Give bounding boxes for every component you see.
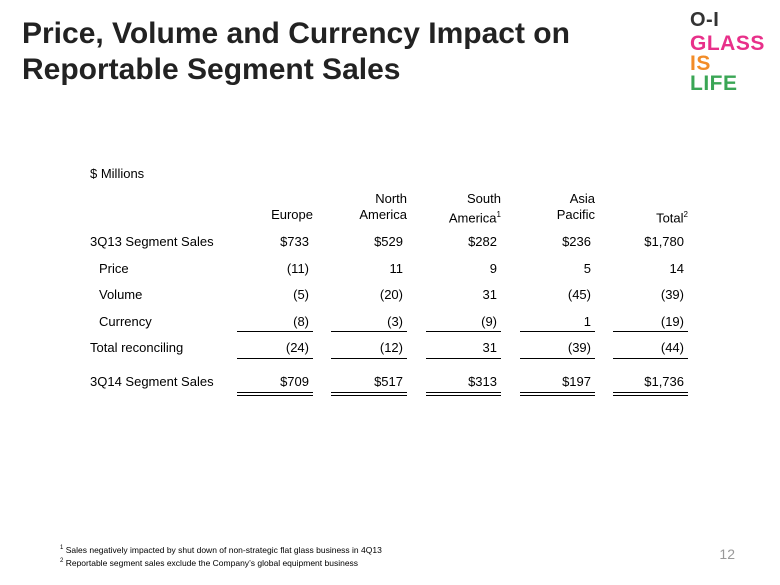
rule <box>237 392 313 393</box>
row-label: Currency <box>99 314 152 329</box>
rule <box>237 358 313 359</box>
cell: $517 <box>374 374 403 389</box>
rule <box>331 392 407 393</box>
cell: $1,780 <box>644 234 684 249</box>
rule <box>520 392 595 393</box>
column-header-text: Pacific <box>556 207 595 222</box>
cell: $282 <box>468 234 497 249</box>
column-header: America <box>359 207 407 223</box>
row-label: 3Q14 Segment Sales <box>90 374 214 389</box>
column-header: Europe <box>271 207 313 223</box>
rule <box>613 392 688 393</box>
column-header: Asia <box>570 191 595 207</box>
column-header: North <box>375 191 407 207</box>
cell: (24) <box>285 340 309 355</box>
cell: 14 <box>669 261 684 276</box>
rule <box>426 392 501 393</box>
cell: (20) <box>379 287 403 302</box>
footnote-mark: 2 <box>683 210 688 219</box>
cell: $313 <box>468 374 497 389</box>
footnote: 2 Reportable segment sales exclude the C… <box>60 558 358 568</box>
footnote-mark: 2 <box>60 558 64 565</box>
rule <box>613 331 688 332</box>
rule <box>331 395 407 396</box>
cell: (5) <box>293 287 309 302</box>
column-header: Pacific <box>557 207 595 223</box>
cell: (39) <box>660 287 684 302</box>
cell: 9 <box>489 261 497 276</box>
row-label: Total reconciling <box>90 340 184 355</box>
rule <box>613 358 688 359</box>
title: Price, Volume and Currency Impact on Repo… <box>22 16 570 88</box>
row-label: Price <box>99 261 129 276</box>
cell: 11 <box>389 261 404 276</box>
column-header: Total2 <box>656 207 688 226</box>
rule <box>237 395 313 396</box>
title-line: Price, Volume and Currency Impact on <box>22 17 570 50</box>
cell: (19) <box>660 314 684 329</box>
cell: (39) <box>567 340 591 355</box>
column-header-text: South <box>467 191 501 206</box>
row-label: 3Q13 Segment Sales <box>90 234 214 249</box>
column-header: America1 <box>449 207 501 226</box>
rule <box>520 358 595 359</box>
rule <box>520 331 595 332</box>
page-number: 12 <box>719 546 735 562</box>
cell: (3) <box>387 314 403 329</box>
logo-brand: O-I <box>690 9 720 31</box>
cell: $709 <box>280 374 309 389</box>
title-line: Reportable Segment Sales <box>22 53 401 86</box>
column-header-text: Total <box>656 210 684 226</box>
cell: $1,736 <box>644 374 684 389</box>
logo-word: IS <box>690 52 711 75</box>
rule <box>237 331 313 332</box>
rule <box>426 358 501 359</box>
cell: $236 <box>562 234 591 249</box>
cell: 31 <box>482 340 497 355</box>
cell: (8) <box>293 314 309 329</box>
cell: 5 <box>583 261 591 276</box>
footnote-mark: 1 <box>60 545 64 552</box>
cell: $197 <box>562 374 591 389</box>
rule <box>426 331 501 332</box>
cell: (9) <box>481 314 497 329</box>
cell: (11) <box>286 261 309 276</box>
cell: $733 <box>280 234 309 249</box>
cell: $529 <box>374 234 403 249</box>
cell: (45) <box>567 287 591 302</box>
footnote: 1 Sales negatively impacted by shut down… <box>60 545 382 555</box>
cell: (44) <box>660 340 684 355</box>
footnote-text: Reportable segment sales exclude the Com… <box>65 558 359 568</box>
rule <box>613 395 688 396</box>
unit-label: $ Millions <box>90 166 145 181</box>
column-header: South <box>467 191 501 207</box>
rule <box>331 358 407 359</box>
logo-word: LIFE <box>690 72 738 95</box>
cell: 31 <box>482 287 497 302</box>
cell: 1 <box>583 314 591 329</box>
cell: (12) <box>379 340 403 355</box>
footnote-text: Sales negatively impacted by shut down o… <box>65 545 382 555</box>
row-label: Volume <box>99 287 143 302</box>
column-header-text: America <box>448 210 497 226</box>
column-header-text: America <box>359 207 407 222</box>
column-header-text: North <box>375 191 407 206</box>
rule <box>331 331 407 332</box>
footnote-mark: 1 <box>496 210 501 219</box>
logo-word: GLASS <box>690 32 765 55</box>
column-header-text: Europe <box>271 207 313 222</box>
rule <box>426 395 501 396</box>
rule <box>520 395 595 396</box>
column-header-text: Asia <box>569 191 595 206</box>
